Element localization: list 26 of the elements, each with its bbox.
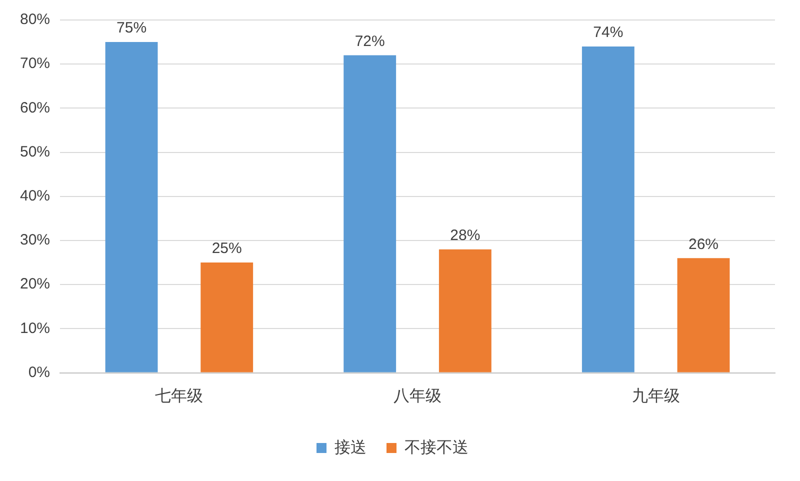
data-label: 28% [450,226,480,244]
legend-label: 不接不送 [404,438,468,456]
y-tick-label: 80% [20,11,50,28]
data-label: 75% [116,20,147,37]
bar [582,46,634,372]
bar [105,42,158,372]
x-tick-label: 九年级 [632,386,680,405]
x-tick-label: 七年级 [155,386,204,405]
legend-label: 接送 [334,438,366,456]
data-label: 72% [354,32,385,50]
bar [200,262,254,372]
bar [677,258,730,372]
y-tick-label: 50% [20,143,50,160]
y-tick-label: 30% [20,232,50,249]
y-tick-label: 20% [20,276,50,293]
data-label: 74% [593,24,624,42]
x-tick-label: 八年级 [394,388,442,405]
y-tick-label: 60% [20,99,50,116]
data-label: 26% [688,236,719,253]
y-tick-label: 0% [28,364,50,381]
bar [344,55,396,372]
y-tick-label: 10% [20,320,50,337]
data-label: 25% [212,240,242,258]
bar [438,249,492,372]
y-tick-label: 70% [20,55,50,72]
y-tick-label: 40% [20,188,50,205]
